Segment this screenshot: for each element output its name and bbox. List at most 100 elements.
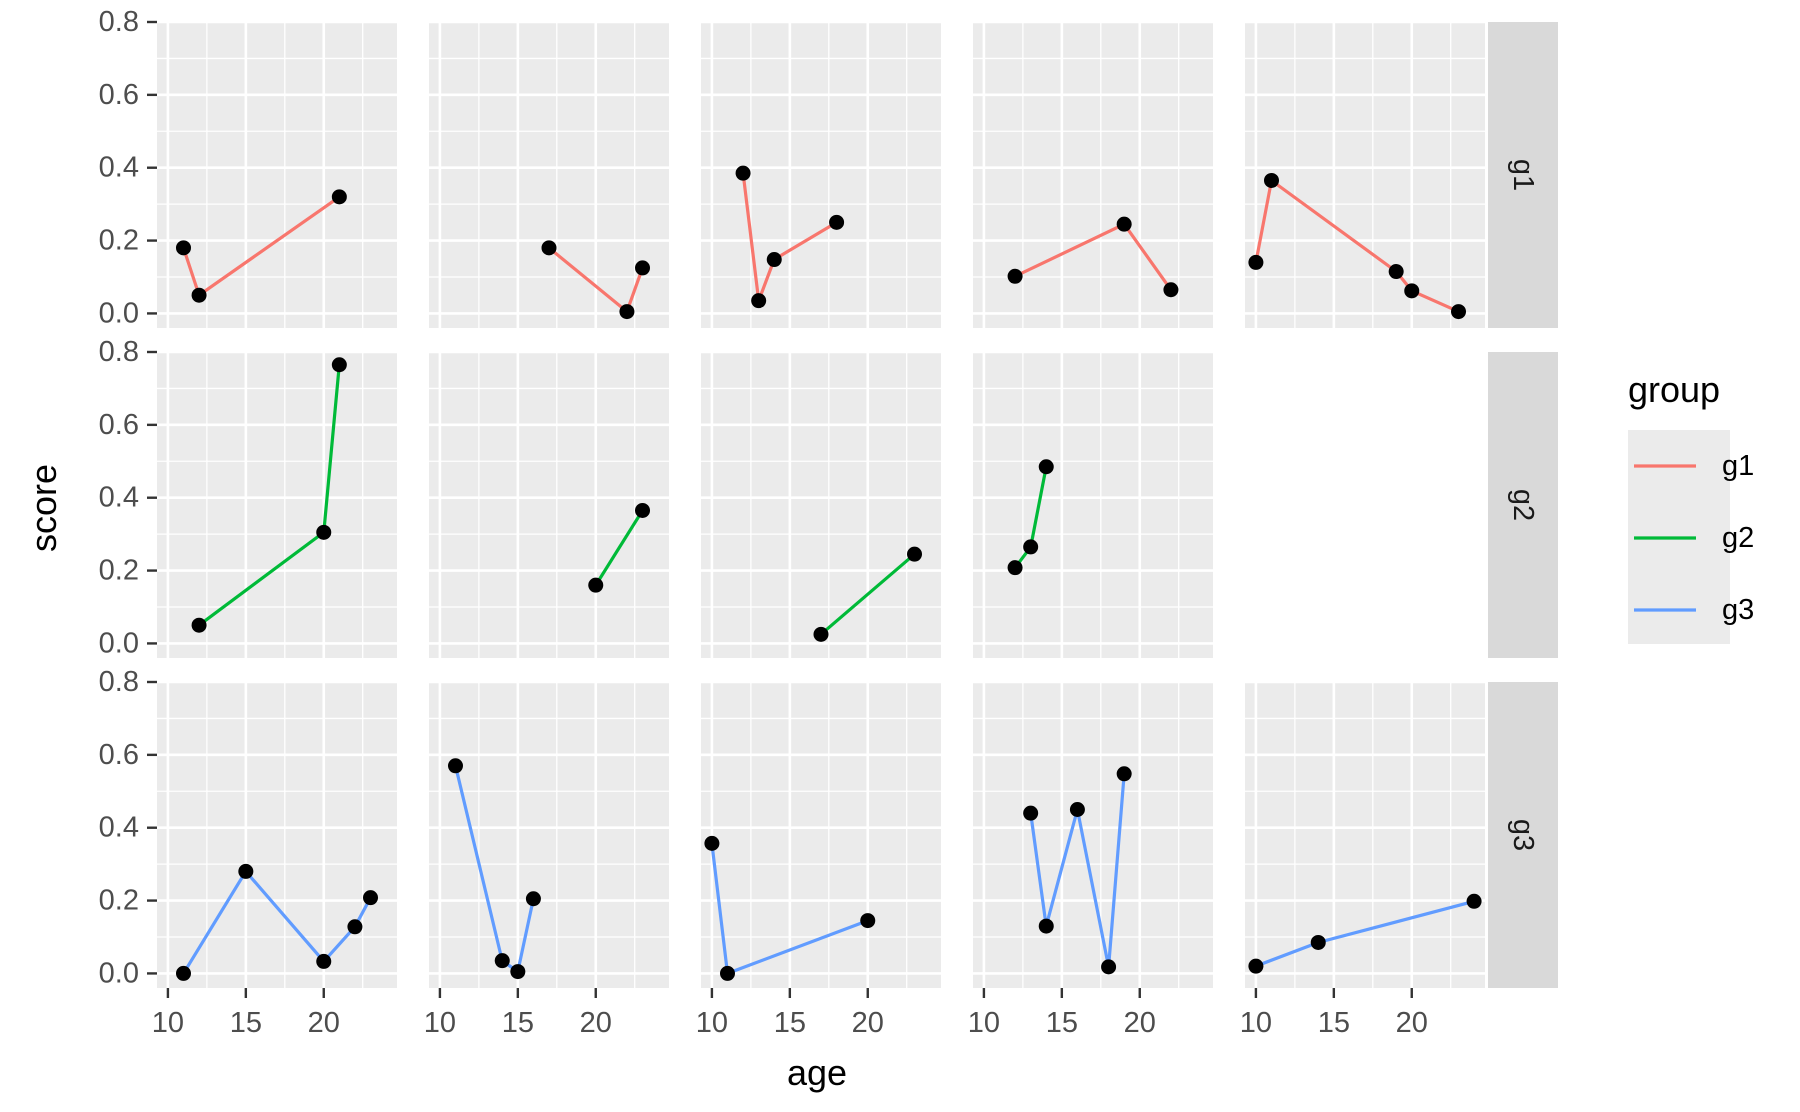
panel-background xyxy=(973,22,1213,328)
panel-background xyxy=(701,682,941,988)
legend-label: g1 xyxy=(1722,450,1754,482)
strip-background xyxy=(1488,22,1558,328)
data-point xyxy=(813,626,829,642)
data-point xyxy=(1101,959,1117,975)
panel-g3-5 xyxy=(1245,680,1485,988)
legend: group g1 g2 g3 xyxy=(1628,369,1754,644)
x-tick-label: 15 xyxy=(774,1007,806,1039)
panel-g2-2 xyxy=(429,350,669,658)
x-axis-col-2: 10 15 20 xyxy=(424,988,612,1039)
panel-background xyxy=(701,352,941,658)
y-tick-label: 0.2 xyxy=(99,555,139,587)
panel-g1-1 xyxy=(157,20,397,328)
panel-background xyxy=(1245,682,1485,988)
data-point xyxy=(1388,264,1404,280)
data-point xyxy=(635,502,651,518)
data-point xyxy=(588,577,604,593)
panel-background xyxy=(157,682,397,988)
x-tick-label: 10 xyxy=(424,1007,456,1039)
data-point xyxy=(1248,254,1264,270)
x-axis-col-3: 10 15 20 xyxy=(696,988,884,1039)
panel-background xyxy=(157,352,397,658)
panel-g3-2 xyxy=(429,680,669,988)
panel-g1-2 xyxy=(429,20,669,328)
legend-entry-g3: g3 xyxy=(1634,594,1754,626)
data-point xyxy=(1404,283,1420,299)
x-tick-label: 20 xyxy=(852,1007,884,1039)
strip-label: g3 xyxy=(1507,819,1539,851)
data-point xyxy=(1116,216,1132,232)
strip-label: g1 xyxy=(1507,159,1539,191)
data-point xyxy=(1023,805,1039,821)
y-tick-label: 0.0 xyxy=(99,297,139,329)
data-point xyxy=(860,913,876,929)
data-point xyxy=(510,964,526,980)
y-tick-label: 0.2 xyxy=(99,225,139,257)
data-point xyxy=(751,293,767,309)
data-point xyxy=(191,287,207,303)
data-point xyxy=(1038,918,1054,934)
data-point xyxy=(635,260,651,276)
y-tick-label: 0.2 xyxy=(99,885,139,917)
y-axis-g3: 0.0 0.2 0.4 0.6 0.8 xyxy=(99,666,157,989)
panel-g1-3 xyxy=(701,20,941,328)
x-tick-label: 15 xyxy=(1318,1007,1350,1039)
panel-g3-1 xyxy=(157,680,397,988)
data-point xyxy=(1248,958,1264,974)
panel-g2-1 xyxy=(157,350,397,658)
series-line-g3 xyxy=(453,765,535,975)
x-tick-label: 10 xyxy=(1240,1007,1272,1039)
x-tick-label: 10 xyxy=(968,1007,1000,1039)
panel-background xyxy=(429,22,669,328)
x-axis-col-4: 10 15 20 xyxy=(968,988,1156,1039)
x-tick-label: 20 xyxy=(1124,1007,1156,1039)
panel-g2-4 xyxy=(973,350,1213,658)
data-point xyxy=(719,965,735,981)
data-point xyxy=(331,189,347,205)
x-tick-label: 15 xyxy=(1046,1007,1078,1039)
x-axis-col-5: 10 15 20 xyxy=(1240,988,1428,1039)
data-point xyxy=(1263,172,1279,188)
legend-entry-g2: g2 xyxy=(1634,522,1754,554)
x-tick-label: 10 xyxy=(696,1007,728,1039)
data-point xyxy=(1069,802,1085,817)
y-tick-label: 0.6 xyxy=(99,409,139,441)
y-tick-label: 0.4 xyxy=(99,482,139,514)
data-point xyxy=(619,304,635,320)
y-tick-label: 0.8 xyxy=(99,666,139,698)
data-point xyxy=(735,165,751,181)
panels-layer xyxy=(157,20,1485,988)
panel-g2-3 xyxy=(701,350,941,658)
x-tick-label: 15 xyxy=(230,1007,262,1039)
legend-entry-g1: g1 xyxy=(1634,450,1754,482)
y-tick-label: 0.6 xyxy=(99,79,139,111)
x-axis-col-1: 10 15 20 xyxy=(152,988,340,1039)
y-tick-label: 0.4 xyxy=(99,812,139,844)
data-point xyxy=(541,240,557,256)
y-tick-label: 0.6 xyxy=(99,739,139,771)
y-tick-label: 0.8 xyxy=(99,336,139,368)
legend-title: group xyxy=(1628,369,1720,410)
panel-background xyxy=(1245,22,1485,328)
y-tick-label: 0.0 xyxy=(99,627,139,659)
x-tick-label: 15 xyxy=(502,1007,534,1039)
y-tick-label: 0.8 xyxy=(99,6,139,38)
data-point xyxy=(331,357,347,373)
data-point xyxy=(1466,893,1482,909)
strip-background xyxy=(1488,682,1558,988)
data-point xyxy=(191,617,207,633)
series-line-g1 xyxy=(741,173,838,302)
x-tick-label: 20 xyxy=(580,1007,612,1039)
panel-background xyxy=(973,682,1213,988)
data-point xyxy=(347,919,363,935)
strip-label: g2 xyxy=(1507,489,1539,521)
data-point xyxy=(1310,934,1326,950)
y-tick-label: 0.4 xyxy=(99,152,139,184)
facet-strip-g3: g3 xyxy=(1488,682,1558,988)
data-point xyxy=(766,252,782,268)
data-point xyxy=(238,863,254,879)
data-point xyxy=(363,890,379,906)
panel-g1-5 xyxy=(1245,20,1485,328)
data-point xyxy=(907,546,923,562)
panel-g3-4 xyxy=(973,680,1213,988)
